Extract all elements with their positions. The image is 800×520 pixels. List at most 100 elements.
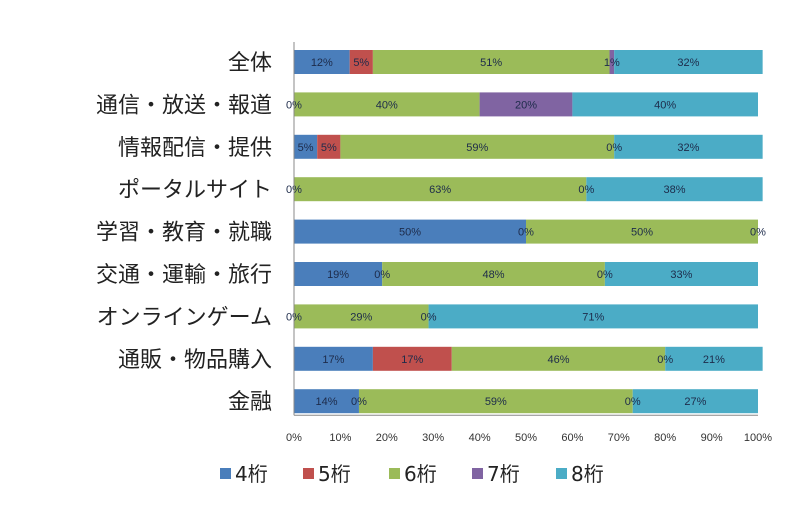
data-label: 17% (401, 354, 423, 366)
bar-segment (604, 262, 758, 286)
category-label: 通販・物品購入 (118, 348, 272, 373)
bar-segment (294, 262, 383, 286)
bar-segment (665, 346, 763, 371)
data-label: 0% (750, 227, 766, 239)
bar-segment (614, 134, 763, 159)
category-label: 交通・運輸・旅行 (96, 263, 272, 288)
data-label: 20% (515, 99, 537, 111)
data-label: 63% (429, 184, 451, 196)
data-label: 0% (606, 142, 622, 154)
data-label: 48% (483, 269, 505, 281)
data-labels-group: 12% 5% 51% 1% 32% 0% 40% 20% 40% 5% 5% 59% 0% 32% 0% 63… (286, 57, 766, 408)
data-label: 21% (703, 354, 725, 366)
bar-segment (294, 389, 359, 414)
data-label: 0% (597, 269, 613, 281)
data-label: 59% (466, 142, 488, 154)
category-label: 全体 (228, 51, 272, 76)
data-label: 50% (631, 227, 653, 239)
x-tick-label: 50% (515, 432, 537, 444)
legend-label: 7桁 (487, 462, 520, 486)
x-tick-label: 30% (422, 432, 444, 444)
bar-segment (451, 346, 666, 371)
data-label: 0% (578, 184, 594, 196)
category-label: ポータルサイト (118, 178, 272, 203)
data-label: 0% (421, 311, 437, 323)
data-label: 33% (670, 269, 692, 281)
data-label: 27% (684, 396, 706, 408)
category-label: 学習・教育・就職 (96, 221, 272, 246)
data-label: 12% (311, 57, 333, 69)
data-label: 0% (374, 269, 390, 281)
data-label: 32% (677, 57, 699, 69)
data-label: 51% (480, 57, 502, 69)
data-label: 59% (485, 396, 507, 408)
data-label: 0% (625, 396, 641, 408)
legend-swatch (303, 468, 314, 479)
data-label: 71% (582, 311, 604, 323)
legend-swatch (389, 468, 400, 479)
bar-segment (294, 219, 526, 244)
x-tick-label: 60% (561, 432, 583, 444)
legend-label: 4桁 (235, 462, 268, 486)
x-tick-label: 80% (654, 432, 676, 444)
bar-segment (349, 50, 373, 74)
legend: 4桁 5桁 6桁 7桁 8桁 (220, 462, 604, 486)
data-label: 40% (654, 99, 676, 111)
x-tick-label: 0% (286, 432, 302, 444)
data-label: 40% (376, 99, 398, 111)
bar-segment (294, 92, 480, 117)
data-label: 50% (399, 227, 421, 239)
x-tick-label: 10% (329, 432, 351, 444)
data-label: 32% (677, 142, 699, 154)
bar-segment (294, 304, 429, 329)
data-label: 14% (315, 396, 337, 408)
bar-segment (294, 177, 587, 202)
bar-segment (317, 134, 341, 159)
data-label: 0% (351, 396, 367, 408)
bar-segment (572, 92, 758, 117)
bar-segment (609, 50, 615, 74)
bar-segment (294, 134, 318, 159)
bar-segment (632, 389, 758, 414)
data-label: 19% (327, 269, 349, 281)
category-label: オンラインゲーム (97, 305, 272, 330)
data-label: 17% (322, 354, 344, 366)
legend-swatch (556, 468, 567, 479)
x-tick-labels-group: 0% 10% 20% 30% 40% 50% 60% 70% 80% 90% 100% (286, 432, 772, 444)
bar-segment (586, 177, 763, 202)
category-label: 金融 (228, 390, 272, 415)
legend-label: 6桁 (404, 462, 437, 486)
category-label: 通信・放送・報道 (96, 93, 272, 118)
bar-segment (372, 50, 610, 74)
category-label: 情報配信・提供 (118, 136, 272, 161)
data-label: 0% (518, 227, 534, 239)
x-tick-label: 70% (608, 432, 630, 444)
legend-label: 5桁 (318, 462, 351, 486)
legend-swatch (472, 468, 483, 479)
data-label: 5% (353, 57, 369, 69)
x-tick-label: 40% (469, 432, 491, 444)
bar-segment (294, 50, 350, 74)
x-tick-label: 20% (376, 432, 398, 444)
bars-group (294, 50, 763, 414)
bar-segment (372, 346, 452, 371)
bar-segment (614, 50, 763, 74)
data-label: 5% (298, 142, 314, 154)
category-labels-group: 全体通信・放送・報道情報配信・提供ポータルサイト学習・教育・就職交通・運輸・旅行… (96, 51, 272, 415)
bar-segment (428, 304, 758, 329)
x-tick-label: 90% (701, 432, 723, 444)
data-label: 5% (321, 142, 337, 154)
data-label: 0% (657, 354, 673, 366)
x-tick-label: 100% (744, 432, 772, 444)
bar-segment (382, 262, 605, 286)
bar-segment (340, 134, 615, 159)
legend-swatch (220, 468, 231, 479)
data-label: 38% (663, 184, 685, 196)
data-label: 1% (604, 57, 620, 69)
bar-segment (294, 346, 373, 371)
data-label: 29% (350, 311, 372, 323)
bar-segment (358, 389, 633, 414)
bar-segment (479, 92, 573, 117)
data-label: 46% (547, 354, 569, 366)
